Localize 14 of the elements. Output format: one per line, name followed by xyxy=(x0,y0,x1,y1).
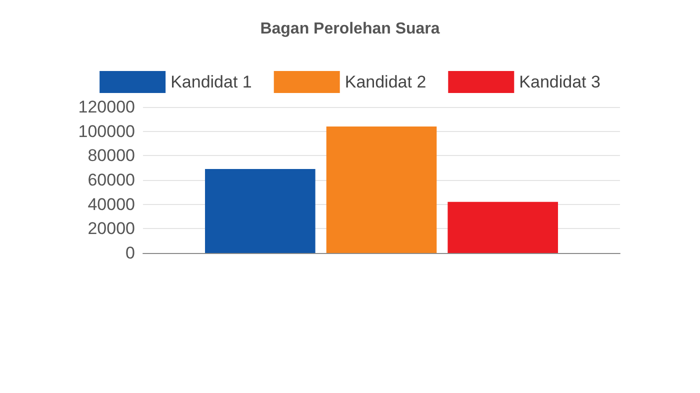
bar xyxy=(448,202,558,253)
y-tick-label: 40000 xyxy=(88,194,135,214)
y-tick-label: 100000 xyxy=(78,122,135,141)
bar xyxy=(326,126,437,253)
y-tick-label: 120000 xyxy=(78,98,135,116)
chart-title: Bagan Perolehan Suara xyxy=(260,20,440,38)
bar xyxy=(205,169,316,253)
y-tick-label: 60000 xyxy=(88,170,135,190)
y-tick-label: 0 xyxy=(126,244,135,262)
legend-label: Kandidat 3 xyxy=(519,72,600,92)
legend-label: Kandidat 2 xyxy=(344,72,426,92)
y-tick-label: 20000 xyxy=(88,219,135,238)
legend-label: Kandidat 1 xyxy=(170,72,252,92)
y-tick-label: 80000 xyxy=(88,146,135,166)
